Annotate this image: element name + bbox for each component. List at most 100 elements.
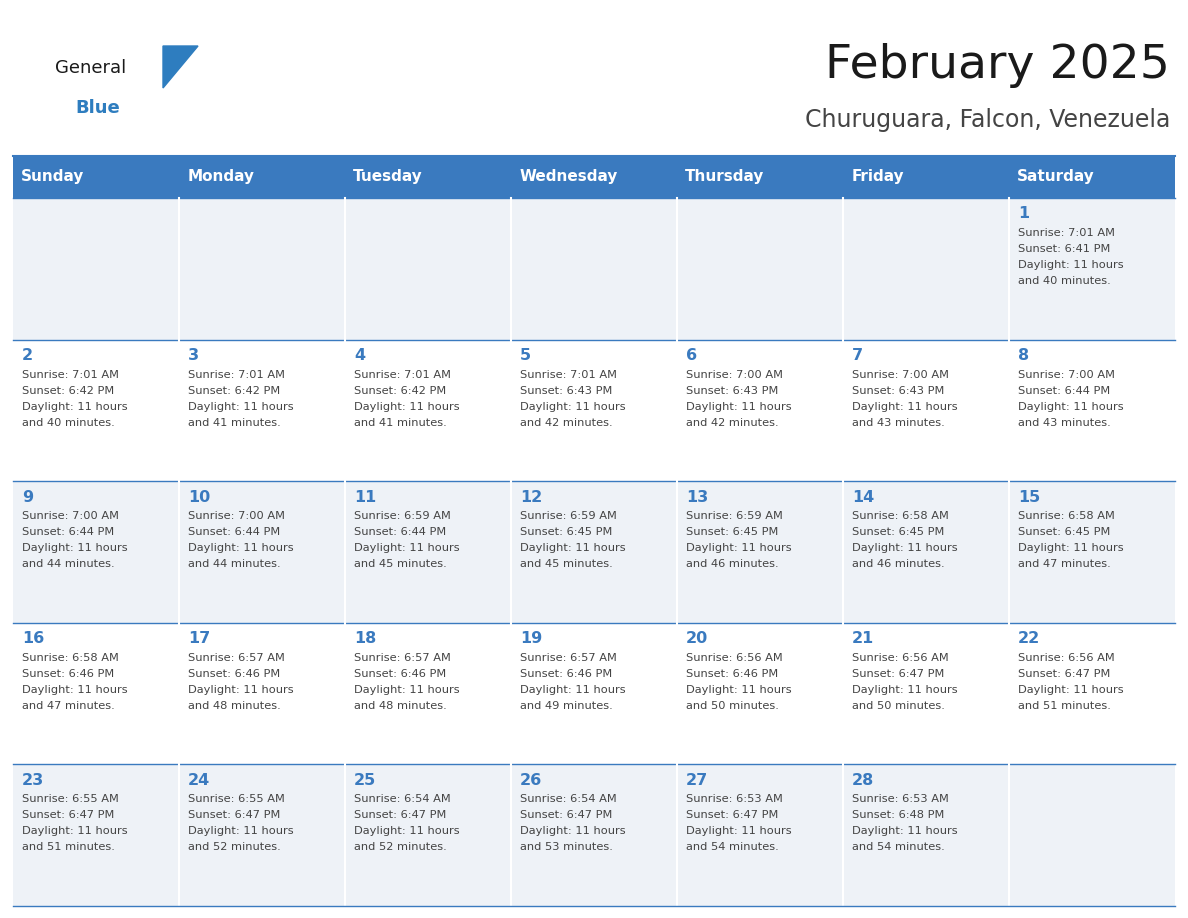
Text: and 40 minutes.: and 40 minutes.	[23, 418, 115, 428]
Text: Daylight: 11 hours: Daylight: 11 hours	[1018, 260, 1124, 270]
Text: and 51 minutes.: and 51 minutes.	[23, 843, 115, 853]
Text: Daylight: 11 hours: Daylight: 11 hours	[188, 685, 293, 695]
Text: 14: 14	[852, 489, 874, 505]
Text: and 44 minutes.: and 44 minutes.	[23, 559, 115, 569]
Text: February 2025: February 2025	[826, 43, 1170, 88]
Text: Sunset: 6:45 PM: Sunset: 6:45 PM	[687, 527, 778, 537]
Text: 4: 4	[354, 348, 365, 364]
Text: 17: 17	[188, 632, 210, 646]
Text: Sunset: 6:42 PM: Sunset: 6:42 PM	[188, 386, 280, 396]
Text: 13: 13	[687, 489, 708, 505]
Text: Sunset: 6:44 PM: Sunset: 6:44 PM	[23, 527, 114, 537]
Bar	[843, 156, 1009, 198]
Text: Sunrise: 6:59 AM: Sunrise: 6:59 AM	[520, 511, 617, 521]
Text: 22: 22	[1018, 632, 1041, 646]
Text: Sunset: 6:47 PM: Sunset: 6:47 PM	[687, 811, 778, 821]
Text: Sunrise: 7:00 AM: Sunrise: 7:00 AM	[687, 370, 783, 380]
Text: Sunrise: 7:01 AM: Sunrise: 7:01 AM	[520, 370, 617, 380]
Text: Sunset: 6:41 PM: Sunset: 6:41 PM	[1018, 244, 1111, 254]
Text: 3: 3	[188, 348, 200, 364]
Text: Sunrise: 6:58 AM: Sunrise: 6:58 AM	[852, 511, 949, 521]
Text: 18: 18	[354, 632, 377, 646]
Text: 23: 23	[23, 773, 44, 788]
Text: and 50 minutes.: and 50 minutes.	[852, 700, 944, 711]
Text: Daylight: 11 hours: Daylight: 11 hours	[687, 543, 791, 554]
Text: Daylight: 11 hours: Daylight: 11 hours	[852, 543, 958, 554]
Text: and 43 minutes.: and 43 minutes.	[852, 418, 944, 428]
Text: 2: 2	[23, 348, 33, 364]
Text: and 53 minutes.: and 53 minutes.	[520, 843, 613, 853]
Text: 27: 27	[687, 773, 708, 788]
Text: Sunrise: 6:56 AM: Sunrise: 6:56 AM	[1018, 653, 1114, 663]
Bar	[13, 340, 1175, 481]
Text: and 54 minutes.: and 54 minutes.	[852, 843, 944, 853]
Text: Sunset: 6:43 PM: Sunset: 6:43 PM	[520, 386, 613, 396]
Text: Sunrise: 6:54 AM: Sunrise: 6:54 AM	[354, 794, 451, 804]
Text: Sunset: 6:45 PM: Sunset: 6:45 PM	[520, 527, 613, 537]
Text: 15: 15	[1018, 489, 1041, 505]
Text: Sunset: 6:47 PM: Sunset: 6:47 PM	[852, 669, 944, 678]
Text: Sunset: 6:48 PM: Sunset: 6:48 PM	[852, 811, 944, 821]
Text: Daylight: 11 hours: Daylight: 11 hours	[520, 401, 626, 411]
Text: Sunrise: 6:56 AM: Sunrise: 6:56 AM	[687, 653, 783, 663]
Text: Daylight: 11 hours: Daylight: 11 hours	[23, 826, 128, 836]
Text: Sunrise: 7:01 AM: Sunrise: 7:01 AM	[23, 370, 119, 380]
Text: Sunset: 6:47 PM: Sunset: 6:47 PM	[354, 811, 447, 821]
Text: Sunrise: 6:57 AM: Sunrise: 6:57 AM	[520, 653, 617, 663]
Text: Sunset: 6:44 PM: Sunset: 6:44 PM	[1018, 386, 1111, 396]
Bar	[13, 198, 1175, 340]
Text: 26: 26	[520, 773, 543, 788]
Text: Friday: Friday	[852, 170, 904, 185]
Bar	[511, 156, 677, 198]
Text: Sunrise: 7:01 AM: Sunrise: 7:01 AM	[188, 370, 285, 380]
Polygon shape	[163, 46, 198, 88]
Text: Sunset: 6:47 PM: Sunset: 6:47 PM	[1018, 669, 1111, 678]
Text: Sunset: 6:46 PM: Sunset: 6:46 PM	[188, 669, 280, 678]
Text: General: General	[55, 59, 126, 77]
Bar	[13, 622, 1175, 765]
Text: and 41 minutes.: and 41 minutes.	[354, 418, 447, 428]
Text: and 45 minutes.: and 45 minutes.	[520, 559, 613, 569]
Text: Daylight: 11 hours: Daylight: 11 hours	[354, 826, 460, 836]
Text: 10: 10	[188, 489, 210, 505]
Text: Daylight: 11 hours: Daylight: 11 hours	[852, 401, 958, 411]
Text: and 47 minutes.: and 47 minutes.	[1018, 559, 1111, 569]
Text: Sunrise: 7:00 AM: Sunrise: 7:00 AM	[852, 370, 949, 380]
Text: and 43 minutes.: and 43 minutes.	[1018, 418, 1111, 428]
Text: Daylight: 11 hours: Daylight: 11 hours	[687, 685, 791, 695]
Text: and 51 minutes.: and 51 minutes.	[1018, 700, 1111, 711]
Bar	[677, 156, 843, 198]
Text: Sunrise: 6:58 AM: Sunrise: 6:58 AM	[23, 653, 119, 663]
Text: 1: 1	[1018, 207, 1029, 221]
Text: Sunset: 6:42 PM: Sunset: 6:42 PM	[23, 386, 114, 396]
Text: Sunrise: 6:59 AM: Sunrise: 6:59 AM	[354, 511, 451, 521]
Text: Sunset: 6:47 PM: Sunset: 6:47 PM	[23, 811, 114, 821]
Text: Daylight: 11 hours: Daylight: 11 hours	[520, 543, 626, 554]
Text: Saturday: Saturday	[1017, 170, 1095, 185]
Text: Sunrise: 6:55 AM: Sunrise: 6:55 AM	[23, 794, 119, 804]
Text: Daylight: 11 hours: Daylight: 11 hours	[23, 543, 128, 554]
Text: Sunset: 6:44 PM: Sunset: 6:44 PM	[188, 527, 280, 537]
Text: Daylight: 11 hours: Daylight: 11 hours	[687, 401, 791, 411]
Text: and 40 minutes.: and 40 minutes.	[1018, 276, 1111, 286]
Text: 11: 11	[354, 489, 377, 505]
Text: and 42 minutes.: and 42 minutes.	[520, 418, 613, 428]
Bar	[1009, 156, 1175, 198]
Text: Sunrise: 7:01 AM: Sunrise: 7:01 AM	[354, 370, 451, 380]
Text: and 46 minutes.: and 46 minutes.	[852, 559, 944, 569]
Text: 20: 20	[687, 632, 708, 646]
Text: Blue: Blue	[75, 99, 120, 117]
Text: and 44 minutes.: and 44 minutes.	[188, 559, 280, 569]
Text: Daylight: 11 hours: Daylight: 11 hours	[852, 826, 958, 836]
Text: Daylight: 11 hours: Daylight: 11 hours	[852, 685, 958, 695]
Text: and 48 minutes.: and 48 minutes.	[188, 700, 280, 711]
Text: Wednesday: Wednesday	[519, 170, 618, 185]
Text: Sunrise: 6:58 AM: Sunrise: 6:58 AM	[1018, 511, 1116, 521]
Text: Sunset: 6:47 PM: Sunset: 6:47 PM	[188, 811, 280, 821]
Bar	[179, 156, 345, 198]
Text: and 45 minutes.: and 45 minutes.	[354, 559, 447, 569]
Bar	[13, 481, 1175, 622]
Text: Sunset: 6:45 PM: Sunset: 6:45 PM	[852, 527, 944, 537]
Text: and 54 minutes.: and 54 minutes.	[687, 843, 779, 853]
Bar	[13, 765, 1175, 906]
